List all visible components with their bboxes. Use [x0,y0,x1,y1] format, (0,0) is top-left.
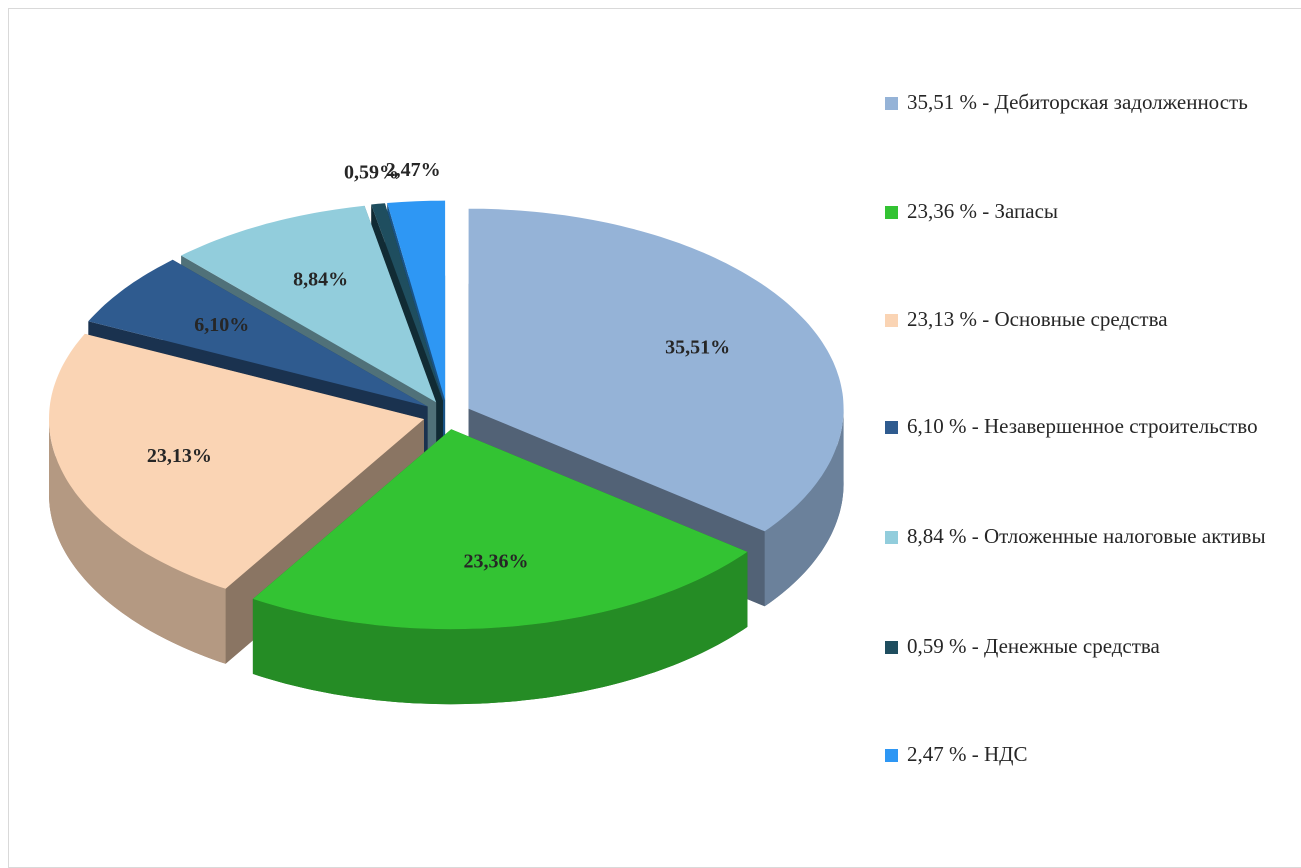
legend-swatch [885,97,898,110]
legend-label: 0,59 % - Денежные средства [907,634,1160,658]
slice-top [252,429,748,630]
legend-label: 35,51 % - Дебиторская задолженность [907,90,1248,114]
legend-swatch [885,749,898,762]
slice-top [49,333,424,589]
data-label: 6,10% [194,314,249,336]
data-label: 2,47% [386,159,441,181]
data-label: 0,59% [344,162,399,184]
slice-wall [49,419,226,664]
legend-label: 23,36 % - Запасы [907,199,1059,223]
data-label: 23,36% [464,551,529,573]
slice-top [181,205,437,403]
legend-swatch [885,206,898,219]
legend-label: 8,84 % - Отложенные налоговые активы [907,524,1266,548]
slice-wall [252,551,748,705]
data-label: 8,84% [293,269,348,291]
slice-top [371,203,443,401]
slice [252,429,748,705]
legend-swatch [885,641,898,654]
legend-label: 2,47 % - НДС [907,742,1028,766]
legend-label: 23,13 % - Основные средства [907,307,1168,331]
slice-top [468,208,844,532]
slice-wall [764,408,844,607]
legend-label: 6,10 % - Незавершенное строительство [907,414,1258,438]
legend-swatch [885,314,898,327]
slice-top [387,200,446,401]
slice-top [88,259,428,407]
data-label: 35,51% [665,336,730,358]
legend-swatch [885,421,898,434]
data-label: 23,13% [147,445,212,467]
legend-swatch [885,531,898,544]
